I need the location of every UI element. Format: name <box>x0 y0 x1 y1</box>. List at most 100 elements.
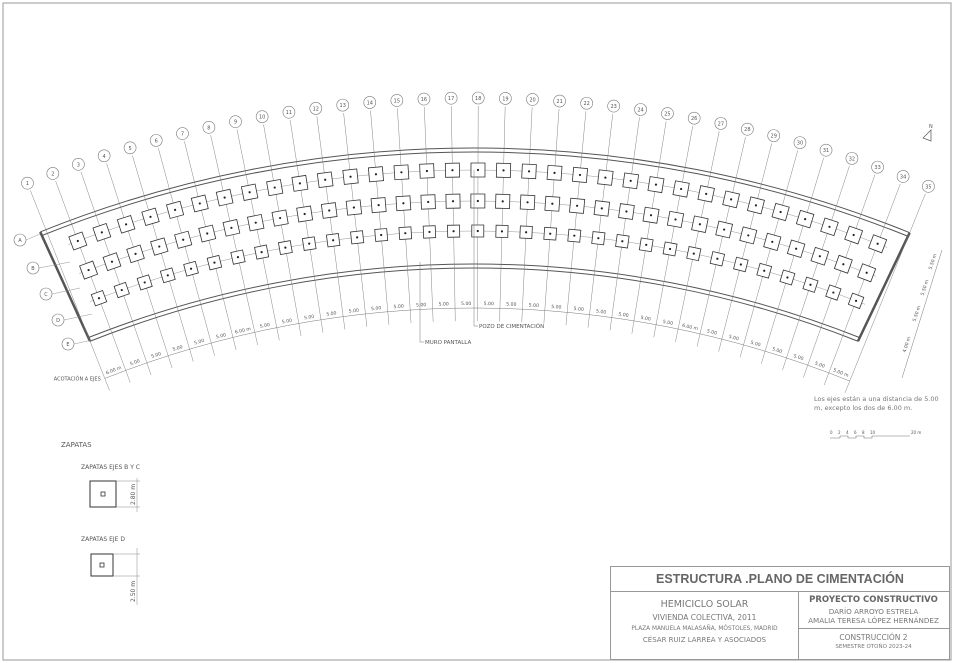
column-dot <box>597 237 600 240</box>
muro-leader <box>419 262 424 343</box>
column-dot <box>625 210 628 213</box>
column-dot <box>134 252 137 255</box>
column-dot <box>284 246 287 249</box>
axis-dimension: 5.00 <box>596 308 607 315</box>
axis-dimension: 5.00 m <box>832 367 850 379</box>
axis-label: 17 <box>448 96 454 102</box>
column-dot <box>476 168 480 172</box>
course: CONSTRUCCIÓN 2 <box>839 633 908 642</box>
axis-bubble <box>123 141 137 155</box>
column-dot <box>279 216 282 220</box>
column-dot <box>425 169 429 173</box>
column-dot <box>526 201 529 204</box>
column-dot <box>110 260 114 263</box>
column-dot <box>674 218 677 221</box>
column-dot <box>189 267 193 270</box>
axis-bubble <box>819 143 833 157</box>
svg-text:2: 2 <box>838 430 841 435</box>
column-dot <box>698 223 701 226</box>
axis-dimension: 5.00 <box>194 338 206 347</box>
axis-bubble <box>255 110 269 123</box>
svg-text:8: 8 <box>862 430 865 435</box>
column-dot <box>502 169 505 172</box>
dimension-label: ACOTACIÓN A EJES <box>54 375 101 382</box>
column-dot <box>451 200 455 203</box>
column-dot <box>804 218 807 221</box>
axis-dimension: 5.00 <box>371 305 382 312</box>
row-leader <box>73 339 93 345</box>
column-dot <box>428 230 431 234</box>
axis-label: 29 <box>771 134 777 140</box>
column-dot <box>173 208 177 211</box>
column-dot <box>452 230 455 233</box>
axis-line <box>499 106 506 322</box>
axis-dimension: 5.00 <box>150 351 162 360</box>
row-bubble <box>39 287 53 301</box>
svg-text:N: N <box>929 124 933 130</box>
axis-label: 1 <box>26 181 29 187</box>
row-label: E <box>66 342 69 348</box>
axis-label: 26 <box>691 116 697 122</box>
row-dimension: 5.50 m <box>920 279 931 297</box>
axis-line <box>343 113 368 327</box>
column-dot <box>427 200 430 204</box>
axis-line <box>132 155 194 362</box>
north-arrow-icon: N <box>922 124 933 142</box>
row-label: D <box>56 318 60 324</box>
axis-dimension: 5.00 <box>461 301 471 307</box>
axis-bubble <box>499 92 512 105</box>
row-label: C <box>44 292 48 298</box>
axis-line <box>184 141 237 351</box>
axis-label: 25 <box>664 112 670 118</box>
axis-dimension: 5.00 <box>640 315 651 323</box>
end-wall <box>39 231 92 342</box>
column-dot <box>273 186 276 189</box>
axis-dimension: 5.00 <box>484 301 494 307</box>
column-dot <box>575 204 579 207</box>
column-dot <box>500 230 504 233</box>
column-dot <box>374 173 378 176</box>
axis-dimension: 5.00 <box>259 322 270 330</box>
column-dot <box>206 232 209 235</box>
column-dot <box>213 261 216 264</box>
axis-label: 30 <box>797 141 803 147</box>
column-dot <box>402 202 405 205</box>
axis-line <box>106 163 173 369</box>
axis-bubble <box>634 103 647 116</box>
project-address: PLAZA MANUELA MALASAÑA, MÓSTOLES, MADRID <box>631 626 778 632</box>
project-heading: PROYECTO CONSTRUCTIVO <box>809 595 938 605</box>
axis-dimension: 5.00 <box>706 328 717 336</box>
row-bubble <box>51 313 65 327</box>
column-symbol <box>100 491 106 497</box>
axis-line <box>739 150 799 358</box>
semester: SEMESTRE OTOÑO 2023-24 <box>835 644 912 650</box>
column-dot <box>604 176 607 179</box>
axis-label: 10 <box>259 115 265 121</box>
row-label: A <box>18 238 22 244</box>
axis-dimension: 5.00 <box>618 311 629 318</box>
pozo-leader <box>473 170 478 327</box>
axis-dimension: 5.00 <box>551 304 562 311</box>
author-1: DARÍO ARROYO ESTRELA <box>828 607 919 616</box>
axis-label: 34 <box>900 174 906 180</box>
axis-bubble <box>417 92 431 106</box>
column-dot <box>553 171 556 174</box>
axis-dimension: 5.00 <box>439 301 449 307</box>
axis-dimension: 5.00 <box>304 314 315 322</box>
axis-label: 14 <box>367 100 373 106</box>
column-dot <box>551 202 554 205</box>
row-dimension: 5.50 m <box>912 305 923 323</box>
column-dot <box>730 198 733 201</box>
column-dot <box>328 209 331 212</box>
column-dot <box>600 207 603 210</box>
axis-dimension: 5.00 <box>172 344 184 353</box>
column-dot <box>349 175 352 178</box>
sheet-title: ESTRUCTURA .PLANO DE CIMENTACIÓN <box>611 567 949 592</box>
axis-bubble <box>282 105 296 119</box>
column-dot <box>230 226 233 229</box>
column-dot <box>763 269 766 272</box>
column-dot <box>832 291 835 294</box>
column-dot <box>524 231 528 234</box>
axis-bubble <box>607 99 620 113</box>
column-dot <box>818 255 821 258</box>
